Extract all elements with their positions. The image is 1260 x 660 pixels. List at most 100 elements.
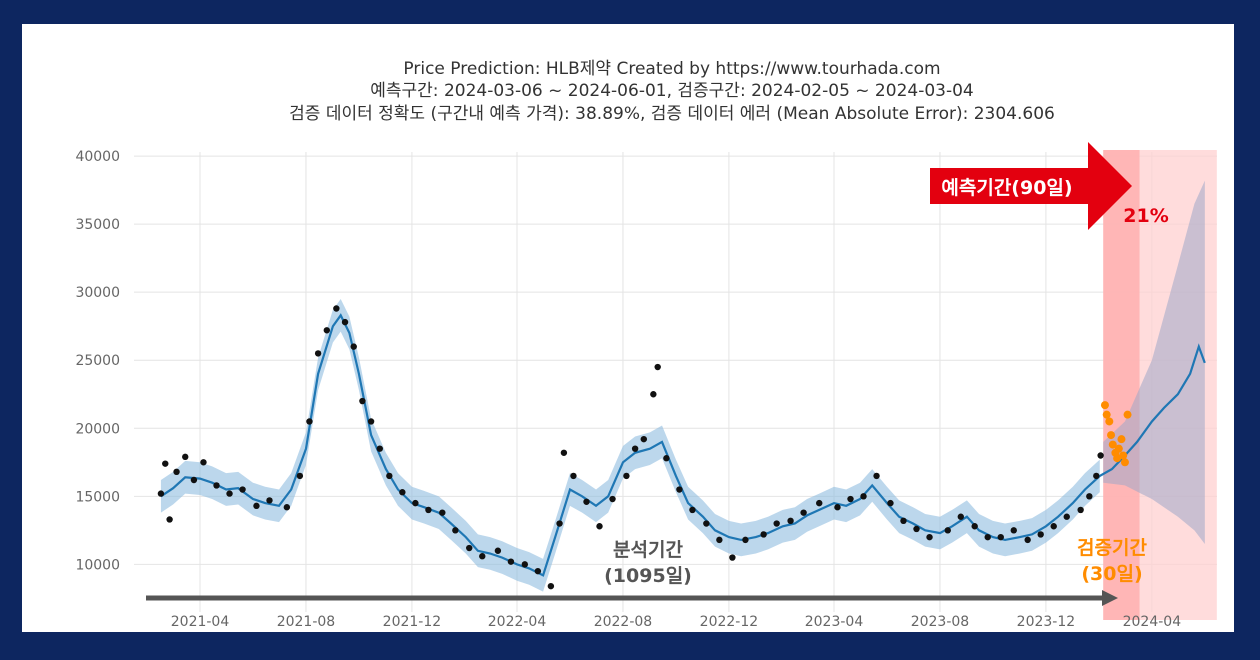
x-tick-label: 2024-04 xyxy=(1123,614,1182,630)
axis-ticks: 10000 15000 20000 25000 30000 35000 40000 2021-… xyxy=(75,149,1181,630)
actual-point xyxy=(166,516,173,523)
validation_actual-point xyxy=(1107,431,1116,440)
y-tick-label: 15000 xyxy=(75,489,120,505)
actual-point xyxy=(306,418,313,425)
data-points xyxy=(157,305,1132,590)
validation_actual-point xyxy=(1117,435,1126,444)
validation_actual-point xyxy=(1123,410,1132,419)
actual-point xyxy=(1024,536,1031,544)
actual-point xyxy=(570,472,577,480)
actual-point xyxy=(1077,506,1084,514)
validation_period-region xyxy=(1103,150,1140,620)
actual-point xyxy=(556,520,563,527)
actual-point xyxy=(654,363,661,371)
actual-point xyxy=(1086,493,1093,500)
actual-point xyxy=(873,472,880,480)
y-tick-label: 20000 xyxy=(75,421,120,437)
actual-point xyxy=(190,476,198,484)
actual-point xyxy=(296,472,304,480)
actual-point xyxy=(596,523,603,530)
actual-point xyxy=(984,533,991,541)
actual-point xyxy=(944,527,951,534)
validation_actual-point xyxy=(1113,454,1122,463)
validation-period-annotation: 검증기간 (30일) xyxy=(1077,537,1147,585)
validation-period-days: (30일) xyxy=(1081,563,1142,585)
actual-point xyxy=(494,547,502,554)
validation_actual-point xyxy=(1120,458,1129,467)
analysis-period-annotation: 분석기간 (1095일) xyxy=(146,539,1118,606)
analysis-arrow-head xyxy=(1102,590,1118,606)
actual-point xyxy=(452,527,459,534)
actual-point xyxy=(439,509,446,516)
chart-title-line-3: 검증 데이터 정확도 (구간내 예측 가격): 38.89%, 검증 데이터 에… xyxy=(289,104,1055,124)
actual-point xyxy=(650,391,657,398)
actual-point xyxy=(323,327,331,334)
actual-point xyxy=(534,567,542,575)
x-tick-label: 2022-08 xyxy=(594,614,653,630)
actual-point xyxy=(466,544,473,552)
y-tick-label: 30000 xyxy=(75,285,120,301)
actual-point xyxy=(213,482,220,489)
actual-point xyxy=(253,502,260,510)
actual-point xyxy=(1093,472,1100,480)
forecast-percent-label: 21% xyxy=(1123,205,1168,227)
actual-point xyxy=(623,472,630,480)
x-tick-label: 2023-08 xyxy=(911,614,970,630)
historical-uncertainty-band xyxy=(160,298,1100,592)
actual-point xyxy=(1010,527,1017,534)
actual-point xyxy=(816,499,823,507)
actual-point xyxy=(860,493,867,500)
x-tick-label: 2023-04 xyxy=(805,614,864,630)
actual-point xyxy=(367,418,375,425)
analysis-period-label: 분석기간 xyxy=(613,539,683,561)
actual-point xyxy=(412,499,419,507)
actual-point xyxy=(162,460,169,467)
actual-point xyxy=(157,490,165,497)
x-tick-label: 2021-12 xyxy=(383,614,442,630)
actual-point xyxy=(314,350,322,357)
actual-point xyxy=(1037,531,1044,538)
actual-point xyxy=(703,520,710,527)
actual-point xyxy=(834,504,841,511)
y-tick-label: 10000 xyxy=(75,557,120,573)
y-tick-label: 35000 xyxy=(75,217,120,233)
confidence-bands xyxy=(160,180,1205,592)
actual-point xyxy=(887,499,894,507)
actual-point xyxy=(926,533,933,541)
actual-point xyxy=(787,517,794,525)
actual-point xyxy=(640,435,648,443)
actual-point xyxy=(507,558,515,565)
actual-point xyxy=(1097,452,1104,459)
actual-point xyxy=(609,495,616,503)
actual-point xyxy=(997,533,1004,541)
actual-point xyxy=(521,561,529,568)
actual-point xyxy=(547,582,555,590)
actual-point xyxy=(173,468,180,476)
actual-point xyxy=(773,520,780,527)
y-tick-label: 40000 xyxy=(75,149,120,165)
x-tick-label: 2021-08 xyxy=(277,614,336,630)
grid xyxy=(134,152,1217,612)
actual-point xyxy=(386,472,393,480)
actual-point xyxy=(663,455,670,462)
forecast-uncertainty-band xyxy=(1103,180,1205,544)
analysis-period-days: (1095일) xyxy=(604,565,692,587)
actual-point xyxy=(359,397,366,405)
validation_actual-point xyxy=(1102,410,1111,419)
actual-point xyxy=(716,536,723,544)
validation_actual-point xyxy=(1105,417,1114,426)
actual-point xyxy=(350,343,357,350)
x-tick-label: 2021-04 xyxy=(171,614,230,630)
chart-frame: Price Prediction: HLB제약 Created by https… xyxy=(22,24,1234,632)
actual-point xyxy=(239,486,246,493)
actual-point xyxy=(283,504,291,511)
actual-point xyxy=(333,305,340,312)
x-tick-label: 2023-12 xyxy=(1017,614,1076,630)
actual-point xyxy=(742,536,749,544)
y-tick-label: 25000 xyxy=(75,353,120,369)
price-prediction-chart: Price Prediction: HLB제약 Created by https… xyxy=(75,59,1217,630)
actual-point xyxy=(266,497,273,504)
actual-point xyxy=(226,490,233,497)
actual-point xyxy=(341,318,349,326)
actual-point xyxy=(900,517,907,525)
